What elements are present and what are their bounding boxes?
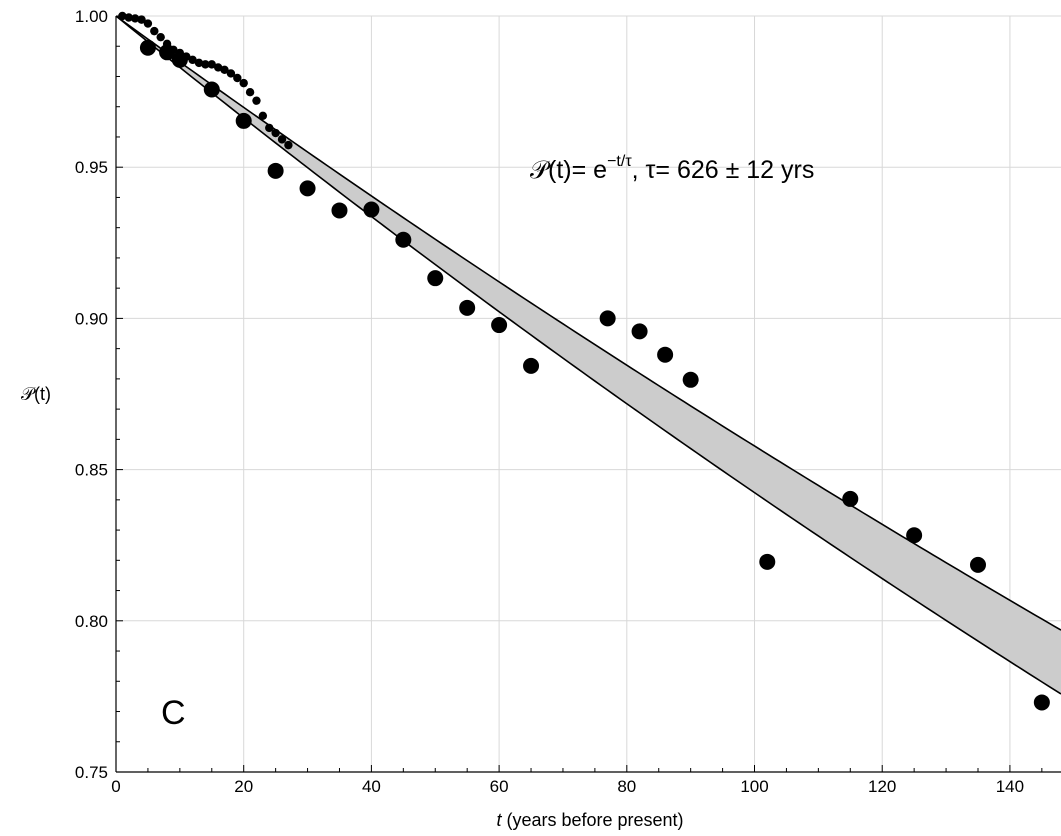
data-point-large [657, 346, 674, 363]
formula-annotation: 𝒫(t)= e−t/τ, τ= 626 ± 12 yrs [530, 153, 814, 184]
x-tick-label: 0 [111, 777, 120, 796]
x-tick-label: 140 [996, 777, 1024, 796]
data-point-large [523, 357, 540, 374]
data-point-small [169, 45, 178, 55]
data-point-small [258, 111, 268, 120]
data-point-large [235, 112, 252, 129]
data-point-small [201, 60, 210, 69]
data-point-small [271, 128, 280, 138]
data-point-large [969, 556, 986, 573]
x-axis-label-var: t [496, 810, 502, 830]
labels: 𝒫(t)= e−t/τ, τ= 626 ± 12 yrs C t (years … [21, 153, 814, 830]
data-point-large [427, 270, 444, 287]
y-axis-label: 𝒫(t) [21, 384, 51, 404]
uncertainty-band [115, 15, 1061, 695]
data-point-large [395, 231, 412, 248]
band-fill [116, 16, 1061, 694]
data-point-large [299, 180, 316, 197]
panel-label: C [161, 694, 186, 732]
data-point-large [631, 323, 648, 340]
data-point-small [207, 60, 216, 69]
data-point-small [239, 78, 248, 88]
data-point-large [139, 39, 156, 56]
data-point-small [118, 11, 127, 21]
data-point-large [331, 202, 348, 219]
data-point-large [842, 490, 859, 507]
data-point-small [265, 123, 274, 133]
x-axis-label-rest: (years before present) [501, 810, 683, 830]
data-point-small [124, 13, 133, 22]
formula-exponent: −t/τ [607, 153, 632, 170]
data-point-small [137, 15, 146, 24]
data-point-large [267, 162, 284, 179]
data-point-small [213, 63, 223, 72]
data-point-small [150, 26, 159, 36]
data-point-small [143, 19, 153, 28]
data-point-small [175, 48, 185, 58]
y-tick-label: 0.95 [75, 158, 108, 177]
band-lower-curve [115, 15, 1061, 695]
x-tick-label: 40 [362, 777, 381, 796]
axes: 0 20 40 60 80 100 120 140 0.75 0.80 0.85 0.90 0.95 1.… [75, 7, 1061, 796]
data-point-small [182, 52, 191, 61]
data-point-small [194, 58, 204, 68]
x-tick-label: 60 [490, 777, 509, 796]
data-point-large [203, 81, 220, 98]
data-point-small [233, 73, 242, 83]
data-point-large [459, 299, 476, 316]
y-tick-label: 0.75 [75, 763, 108, 782]
data-point-large [491, 317, 508, 334]
formula-suffix: , τ= 626 ± 12 yrs [632, 156, 815, 184]
y-tick-label: 0.80 [75, 612, 108, 631]
data-point-large [682, 371, 699, 388]
y-tick-label: 0.85 [75, 461, 108, 480]
data-point-large [599, 310, 616, 327]
x-tick-label: 100 [740, 777, 768, 796]
data-point-small [226, 69, 236, 78]
data-point-large [363, 201, 380, 218]
data-point-small [220, 65, 229, 75]
data-point-small [252, 96, 261, 105]
data-point-small [162, 39, 172, 49]
data-point-small [284, 140, 293, 150]
data-point-small [277, 135, 287, 144]
y-tick-label: 0.90 [75, 309, 108, 328]
data-point-small [188, 55, 197, 65]
formula-prefix: 𝒫(t)= e [530, 156, 607, 184]
data-points [118, 11, 1050, 711]
x-tick-label: 20 [234, 777, 253, 796]
data-point-small [130, 14, 140, 23]
data-point-large [759, 553, 776, 570]
x-tick-label: 120 [868, 777, 896, 796]
y-tick-label: 1.00 [75, 7, 108, 26]
data-point-small [245, 88, 255, 97]
x-tick-label: 80 [617, 777, 636, 796]
x-axis-label: t (years before present) [496, 810, 683, 830]
data-point-large [1033, 694, 1050, 711]
data-point-small [156, 32, 165, 42]
band-upper-curve [115, 15, 1061, 631]
data-point-large [906, 527, 923, 544]
